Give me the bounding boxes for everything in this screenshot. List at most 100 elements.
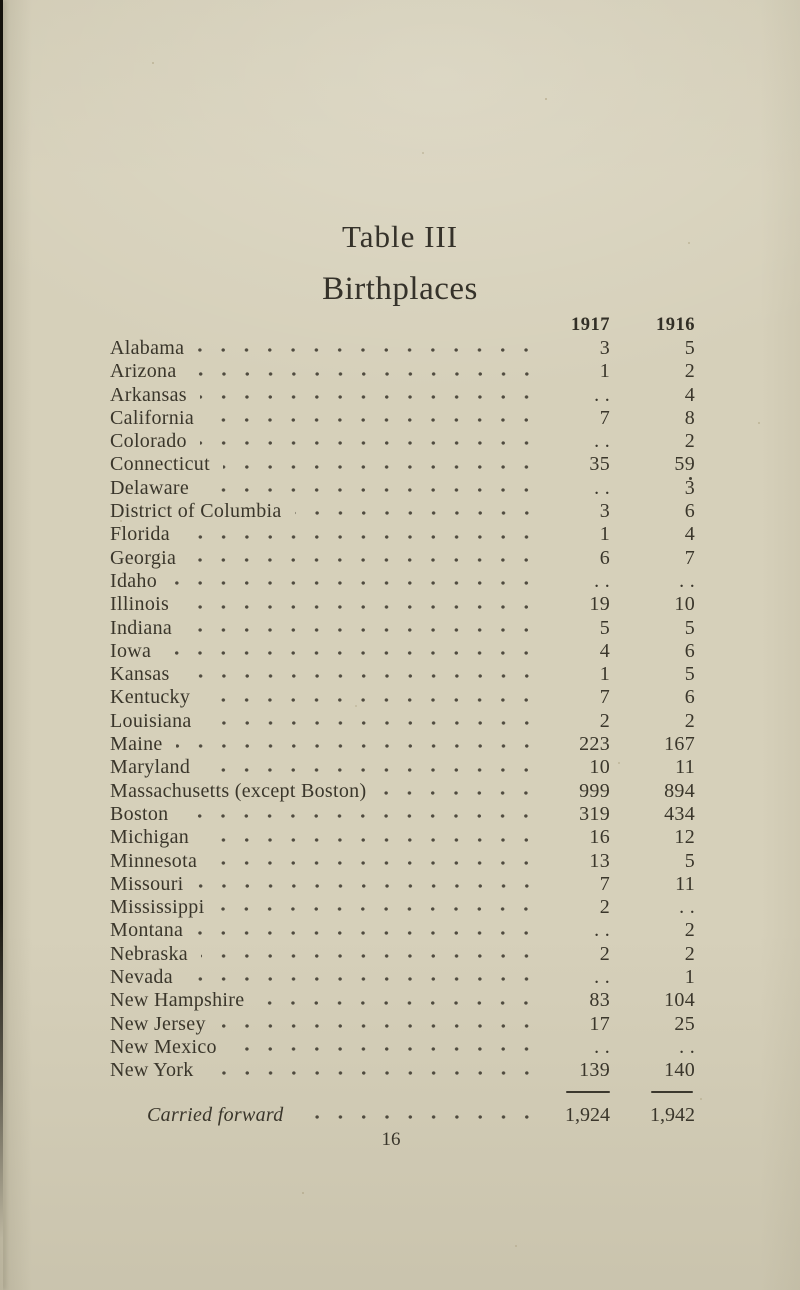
- table-row: Missouri 7 11: [110, 872, 695, 897]
- table-row: Louisiana 2 2: [110, 709, 695, 734]
- table-row: Alabama 3 5: [110, 337, 695, 361]
- value-1916: 7: [684, 546, 695, 569]
- dot-leader: [282, 500, 540, 524]
- dot-leader: [170, 523, 540, 547]
- table-row: Arizona 1 2: [110, 360, 695, 384]
- table-subtitle: Birthplaces: [322, 271, 478, 307]
- table-row: Massachusetts (except Boston) 999 894: [110, 779, 695, 803]
- state-label: District of Columbia: [110, 500, 282, 523]
- state-label: Boston: [110, 802, 169, 825]
- dot-leader: [194, 1059, 540, 1083]
- value-1917: . .: [594, 383, 610, 406]
- state-label: Illinois: [110, 593, 170, 616]
- state-label: New Hampshire: [110, 989, 245, 1012]
- value-1917: 3: [599, 337, 610, 359]
- value-1917: . .: [594, 1035, 610, 1058]
- value-1916: 3: [684, 476, 695, 499]
- value-1916: 5: [684, 337, 695, 359]
- value-1916: 2: [684, 942, 695, 965]
- state-label: Alabama: [110, 337, 185, 359]
- dot-leader: [194, 406, 540, 431]
- value-1917: 13: [589, 849, 610, 872]
- value-1916: 434: [664, 802, 695, 825]
- dot-leader: [173, 966, 540, 990]
- value-1917: 139: [579, 1059, 610, 1082]
- value-1916: 4: [684, 523, 695, 546]
- state-label: Montana: [110, 919, 184, 942]
- dot-leader: [172, 616, 540, 640]
- rules-spacer: [110, 1088, 540, 1097]
- table-row: Montana . . 2: [110, 919, 695, 943]
- carried-forward-value-1917: 1,924: [565, 1103, 610, 1126]
- dot-leader: [190, 686, 540, 710]
- table-row: Georgia 6 7: [110, 546, 695, 570]
- table-row: New Mexico . . . .: [110, 1035, 695, 1060]
- table-row: Nevada . . 1: [110, 966, 695, 990]
- state-label: Colorado: [110, 430, 187, 453]
- dot-leader: [187, 430, 540, 454]
- dot-leader: [284, 1102, 540, 1127]
- value-1916: 11: [675, 756, 695, 779]
- state-label: Louisiana: [110, 709, 192, 732]
- total-rule-cell-1917: [540, 1088, 610, 1097]
- dot-leader: [163, 733, 540, 757]
- dot-leader: [170, 663, 540, 687]
- column-header-1916: 1916: [656, 315, 695, 335]
- value-1916: 5: [684, 849, 695, 872]
- table-row: Boston 319 434: [110, 802, 695, 827]
- value-1916: 167: [664, 733, 695, 756]
- scan-artifact-dot: [689, 477, 692, 480]
- table-row: Iowa 4 6: [110, 639, 695, 664]
- value-1916: 2: [684, 430, 695, 453]
- total-rule-cell-1916: [610, 1088, 695, 1097]
- state-label: Nevada: [110, 966, 173, 989]
- value-1917: 5: [599, 616, 610, 639]
- table-row: Idaho . . . .: [110, 569, 695, 594]
- table-row: Minnesota 13 5: [110, 849, 695, 873]
- dot-leader: [151, 639, 540, 664]
- value-1916: 2: [684, 709, 695, 732]
- value-1916: 2: [684, 919, 695, 942]
- state-label: Kentucky: [110, 686, 191, 709]
- value-1916: 6: [684, 639, 695, 662]
- dot-leader: [169, 593, 540, 617]
- value-1916: 59: [674, 453, 695, 476]
- value-1917: 19: [589, 593, 610, 616]
- dot-leader: [210, 453, 540, 477]
- value-1916: . .: [679, 569, 695, 592]
- value-1916: 6: [684, 500, 695, 523]
- state-label: Indiana: [110, 616, 173, 639]
- paper-speckles: [0, 0, 2, 2]
- dot-leader: [176, 546, 540, 570]
- value-1916: 8: [684, 406, 695, 429]
- table-row: Colorado . . 2: [110, 430, 695, 454]
- value-1917: 2: [599, 942, 610, 965]
- dot-leader: [190, 756, 540, 780]
- table-row: Maryland 10 11: [110, 756, 695, 780]
- value-1916: 12: [674, 826, 695, 849]
- table-header-row: 1917 1916: [110, 313, 695, 337]
- value-1916: 1: [684, 966, 695, 989]
- state-label: Kansas: [110, 663, 170, 686]
- value-1917: 1: [599, 663, 610, 686]
- state-label: Arkansas: [110, 383, 187, 406]
- value-1917: 4: [599, 639, 610, 662]
- total-rule-1917: [566, 1090, 610, 1093]
- dot-leader: [204, 896, 540, 920]
- value-1917: 2: [599, 709, 610, 732]
- dot-leader: [183, 919, 540, 943]
- dot-leader: [244, 989, 540, 1013]
- value-1917: . .: [594, 919, 610, 942]
- state-label: Michigan: [110, 826, 190, 849]
- header-spacer: [110, 313, 540, 337]
- value-1916: 10: [674, 593, 695, 616]
- table-row: District of Columbia 3 6: [110, 500, 695, 524]
- table-row: Florida 1 4: [110, 523, 695, 547]
- value-1916: . .: [679, 896, 695, 919]
- dot-leader: [217, 1035, 540, 1060]
- value-1917: 1: [599, 360, 610, 383]
- value-1917: . .: [594, 430, 610, 453]
- value-1916: 894: [664, 779, 695, 802]
- state-label: New Mexico: [110, 1035, 217, 1058]
- table-row: Delaware . . 3: [110, 476, 695, 501]
